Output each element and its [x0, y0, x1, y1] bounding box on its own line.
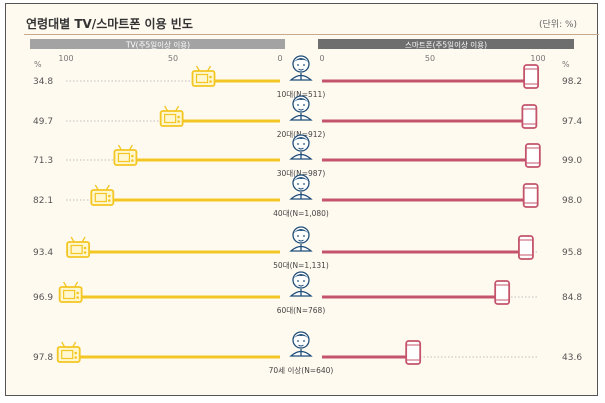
tv-icon [113, 144, 138, 166]
tv-legend-label: TV(주5일이상 이용) [125, 40, 190, 50]
axis-tick-left: 100 [58, 54, 73, 63]
tv-icon [58, 281, 83, 303]
smartphone-icon [518, 235, 534, 260]
category-label: 50대(N=1,131) [273, 261, 329, 270]
tv-bar [205, 79, 280, 83]
smartphone-icon [523, 64, 540, 89]
tv-bar [104, 198, 280, 202]
smartphone-value-label: 98.0 [562, 196, 582, 206]
chart-row: 40대(N=1,080) 82.1 98.0 [33, 174, 582, 218]
chart-title: 연령대별 TV/스마트폰 이용 빈도 [26, 17, 193, 31]
chart-row: 20대(N=912)49.797.4 [33, 95, 582, 139]
smartphone-legend-label: 스마트폰(주5일이상 이용) [405, 40, 487, 50]
person-icon [289, 174, 313, 200]
smartphone-legend-bar [318, 39, 574, 49]
category-label: 60대(N=768) [277, 306, 326, 315]
tv-icon [191, 65, 216, 87]
smartphone-icon [524, 143, 541, 168]
smartphone-icon [494, 280, 511, 305]
axis-tick-right: 50 [425, 54, 435, 63]
axis-unit-left: % [34, 60, 42, 69]
smartphone-icon [522, 183, 539, 208]
chart-row: 10대(N=511) 34.8 98.2 [33, 55, 582, 99]
tv-bar [70, 355, 280, 359]
smartphone-value-label: 95.8 [562, 248, 582, 258]
smartphone-bar [322, 158, 536, 162]
tv-value-label: 49.7 [33, 117, 53, 127]
tv-bar [173, 119, 280, 123]
tv-value-label: 34.8 [33, 77, 53, 87]
chart-row: 70세 이상(N=640) 97.8 43.6 [33, 331, 582, 375]
smartphone-value-label: 84.8 [562, 293, 582, 303]
smartphone-bar [322, 250, 529, 254]
chart-row: 60대(N=768) 96.9 84.8 [33, 271, 582, 315]
smartphone-icon [521, 104, 538, 129]
smartphone-value-label: 98.2 [562, 77, 582, 87]
smartphone-bar [322, 198, 534, 202]
tv-bar [127, 158, 280, 162]
category-label: 40대(N=1,080) [273, 209, 329, 218]
tv-value-label: 82.1 [33, 196, 53, 206]
chart-row: 30대(N=987) 71.3 99.0 [33, 134, 582, 178]
axis-tick-right: 0 [319, 54, 324, 63]
person-icon [289, 331, 313, 357]
person-icon [289, 95, 313, 121]
tv-value-label: 93.4 [33, 248, 53, 258]
smartphone-value-label: 43.6 [562, 353, 582, 363]
smartphone-bar [322, 295, 506, 299]
unit-label: (단위: %) [539, 20, 578, 30]
tv-bar [72, 295, 280, 299]
title-divider [24, 34, 599, 35]
smartphone-bar [322, 79, 535, 83]
person-icon [289, 134, 313, 160]
smartphone-value-label: 99.0 [562, 156, 582, 166]
tv-value-label: 97.8 [33, 353, 53, 363]
tv-icon [159, 105, 184, 127]
tv-value-label: 71.3 [33, 156, 53, 166]
category-label: 30대(N=987) [277, 169, 326, 178]
tv-icon [66, 236, 91, 258]
smartphone-icon [405, 340, 422, 365]
smartphone-bar [322, 119, 533, 123]
tv-icon [56, 341, 81, 363]
person-icon [289, 226, 313, 252]
axis-tick-left: 0 [277, 54, 282, 63]
axis-tick-right: 100 [530, 54, 545, 63]
category-label: 70세 이상(N=640) [269, 365, 334, 375]
person-icon [289, 271, 313, 297]
chart-row: 50대(N=1,131) 93.4 95.8 [33, 226, 582, 270]
axis-tick-left: 50 [168, 54, 178, 63]
tv-icon [90, 184, 115, 206]
tv-bar [80, 250, 281, 254]
tv-legend-bar [30, 39, 285, 49]
axis-unit-right: % [562, 60, 570, 69]
smartphone-bar [322, 355, 417, 359]
smartphone-value-label: 97.4 [562, 117, 582, 127]
tv-value-label: 96.9 [33, 293, 53, 303]
category-label: 10대(N=511) [277, 90, 326, 99]
person-icon [289, 55, 313, 81]
